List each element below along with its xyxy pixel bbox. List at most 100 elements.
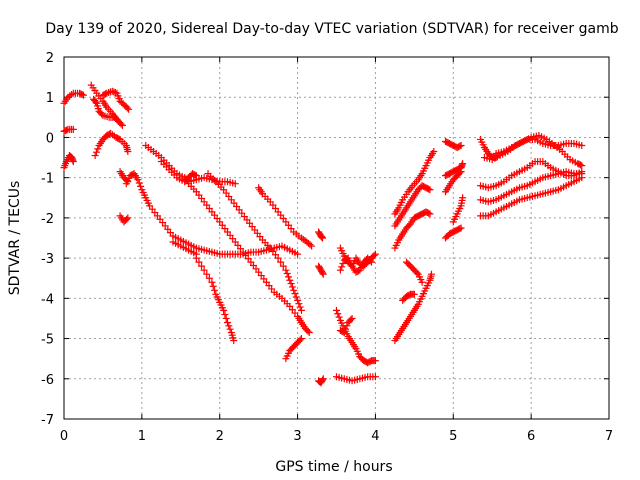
data-point: [576, 161, 584, 169]
data-point: [371, 250, 379, 258]
data-point: [208, 278, 216, 286]
data-point: [336, 266, 344, 274]
data-point: [287, 280, 295, 288]
data-point: [425, 185, 433, 193]
y-tick-label: 0: [46, 131, 54, 146]
data-point: [220, 306, 228, 314]
data-point: [231, 180, 239, 188]
data-point: [192, 254, 200, 262]
data-point: [457, 168, 465, 176]
data-point: [297, 335, 305, 343]
data-point: [456, 225, 464, 233]
data-point: [426, 210, 434, 218]
data-point: [459, 194, 467, 202]
data-point: [94, 145, 102, 153]
data-point: [294, 250, 302, 258]
data-point: [274, 254, 282, 262]
x-tick-label: 0: [60, 429, 68, 444]
data-point: [63, 126, 71, 134]
data-point: [117, 120, 125, 128]
x-tick-label: 1: [138, 429, 146, 444]
data-point: [413, 269, 421, 277]
data-points: [60, 81, 586, 387]
data-point: [230, 337, 238, 345]
ticks: 0 1 2 3 4 5 6 7 -7 -6 -5 -4 -3 -2 -1 0 1 2: [41, 51, 613, 444]
data-point: [456, 169, 464, 177]
data-point: [134, 176, 142, 184]
data-point: [296, 336, 304, 344]
data-point: [319, 375, 327, 383]
data-point: [366, 257, 374, 265]
x-tick-label: 4: [371, 429, 379, 444]
y-tick-label: -3: [41, 252, 54, 267]
data-point: [319, 270, 327, 278]
data-point: [370, 251, 378, 259]
data-point: [191, 171, 199, 179]
data-point: [291, 290, 299, 298]
data-point: [105, 130, 113, 138]
data-point: [69, 158, 77, 166]
y-tick-label: -6: [41, 373, 54, 388]
data-point: [205, 274, 213, 282]
data-point: [292, 293, 300, 301]
data-point: [295, 300, 303, 308]
data-point: [124, 148, 132, 156]
data-point: [334, 310, 342, 318]
data-point: [342, 325, 350, 333]
data-point: [92, 148, 100, 156]
data-point: [456, 142, 464, 150]
data-point: [578, 162, 586, 170]
data-point: [430, 148, 438, 156]
data-point: [277, 258, 285, 266]
data-point: [318, 234, 326, 242]
x-tick-label: 3: [293, 429, 301, 444]
data-point: [339, 259, 347, 267]
data-point: [209, 282, 217, 290]
data-point: [221, 310, 229, 318]
data-point: [427, 270, 435, 278]
data-point: [195, 258, 203, 266]
data-point: [282, 266, 290, 274]
data-point: [284, 273, 292, 281]
data-point: [288, 283, 296, 291]
data-point: [91, 152, 99, 160]
data-point: [578, 174, 586, 182]
data-point: [222, 314, 230, 322]
data-point: [410, 290, 418, 298]
grid: [64, 57, 609, 419]
data-point: [123, 104, 131, 112]
data-point: [340, 329, 348, 337]
data-point: [338, 263, 346, 271]
y-tick-label: -2: [41, 212, 54, 227]
data-point: [226, 325, 234, 333]
data-point: [335, 313, 343, 321]
data-point: [371, 373, 379, 381]
x-tick-label: 2: [216, 429, 224, 444]
data-point: [283, 270, 291, 278]
data-point: [318, 269, 326, 277]
data-point: [200, 266, 208, 274]
data-point: [110, 88, 118, 96]
x-axis-label: GPS time / hours: [275, 459, 392, 475]
data-point: [92, 98, 100, 106]
data-point: [125, 105, 133, 113]
data-point: [79, 91, 87, 99]
data-point: [343, 322, 351, 330]
data-point: [426, 186, 434, 194]
data-point: [347, 316, 355, 324]
chart-title: Day 139 of 2020, Sidereal Day-to-day VTE…: [45, 21, 618, 37]
y-tick-label: -7: [41, 413, 54, 428]
data-point: [306, 241, 314, 249]
data-point: [348, 314, 356, 322]
y-tick-label: 2: [46, 51, 54, 66]
data-point: [333, 306, 340, 314]
data-point: [108, 87, 116, 95]
data-point: [304, 327, 312, 335]
data-point: [457, 141, 465, 149]
data-point: [318, 376, 326, 384]
data-point: [457, 224, 465, 232]
data-point: [118, 121, 126, 129]
data-point: [137, 182, 145, 190]
data-point: [225, 322, 233, 330]
